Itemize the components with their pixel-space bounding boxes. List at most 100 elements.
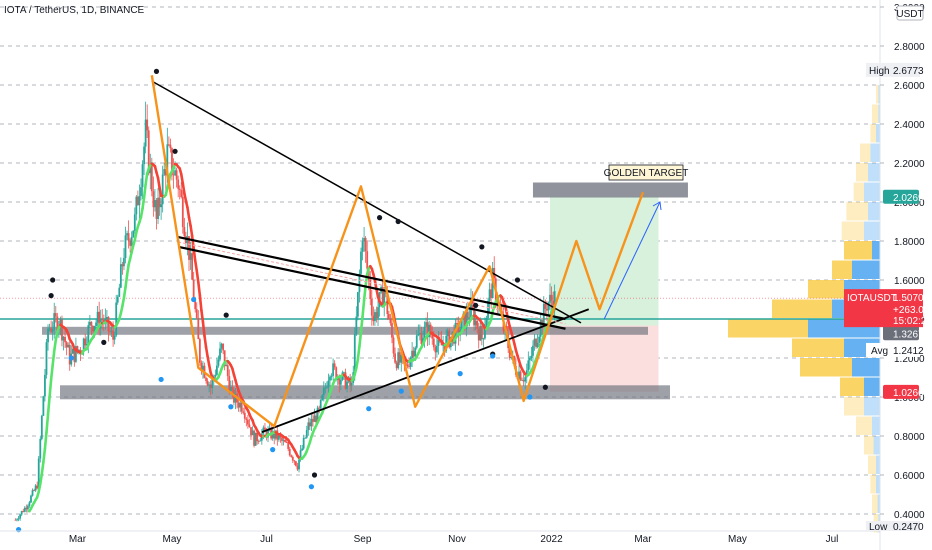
candle-body <box>222 343 224 351</box>
moving-average-segment <box>207 363 213 375</box>
sell-signal-dot <box>172 148 178 154</box>
candle-body <box>53 313 56 330</box>
moving-average-segment <box>203 334 208 349</box>
current-price-value: 1.5070 <box>893 293 924 304</box>
price-grid <box>0 6 880 515</box>
candle-body <box>487 300 489 318</box>
candle-body <box>360 251 362 274</box>
volume-bar-down <box>832 260 852 279</box>
volume-bar-down <box>870 475 876 494</box>
moving-average <box>28 162 556 513</box>
candle-body <box>418 333 421 335</box>
candle-body <box>85 343 88 346</box>
candle-body <box>457 323 460 336</box>
candle-body <box>205 377 207 381</box>
candle-body <box>28 502 31 506</box>
volume-bar-up <box>876 124 880 143</box>
price-axis[interactable]: 3.00002.80002.60002.40002.20002.00001.80… <box>879 0 925 550</box>
moving-average-segment <box>49 363 54 381</box>
moving-average-segment <box>355 357 360 370</box>
volume-bar-down <box>841 221 864 240</box>
candle-body <box>329 376 331 381</box>
candle-body <box>411 350 414 359</box>
candle-body <box>219 348 221 360</box>
candle-body <box>56 316 59 331</box>
volume-bar-up <box>873 436 880 455</box>
candle-body <box>370 298 373 316</box>
candle-body <box>23 507 26 512</box>
candle-body <box>288 448 291 456</box>
volume-bar-up <box>877 494 880 513</box>
currency-label: USDT <box>896 9 923 20</box>
candle-body <box>31 490 34 496</box>
price-tick-label: 1.6000 <box>894 276 925 287</box>
candle-body <box>408 366 410 368</box>
volume-bar-down <box>808 280 844 299</box>
candle-body <box>121 264 124 267</box>
volume-bar-down <box>728 319 808 338</box>
volume-bar-down <box>853 182 864 201</box>
candle-body <box>113 335 116 340</box>
change-percent: +263.05% <box>893 305 932 316</box>
volume-bar-down <box>772 299 832 318</box>
candle-body <box>322 387 325 396</box>
candle-body <box>437 339 440 346</box>
price-tick-label: 0.4000 <box>894 510 925 521</box>
candle-body <box>432 338 435 348</box>
volume-bar-down <box>792 338 844 357</box>
candle-body <box>197 317 200 340</box>
candle-body <box>217 359 220 366</box>
candle-body <box>169 144 172 149</box>
projection-arrow <box>603 201 661 320</box>
candle-body <box>102 319 105 324</box>
candle-body <box>392 337 395 354</box>
candle-body <box>189 253 192 260</box>
candle-body <box>239 402 242 408</box>
candle-body <box>312 418 314 422</box>
moving-average-segment <box>51 349 56 367</box>
candle-body <box>476 320 479 329</box>
moving-average-segment <box>195 269 200 284</box>
candle-body <box>183 226 186 237</box>
buy-signal-dot <box>490 353 496 359</box>
candle-body <box>358 273 361 293</box>
candle-body <box>425 322 427 327</box>
candle-body <box>211 378 214 388</box>
candle-body <box>129 240 132 246</box>
candle-body <box>107 316 110 332</box>
candle-body <box>465 311 468 329</box>
moving-average-segment <box>206 355 211 367</box>
golden-target-label: GOLDEN TARGET <box>604 168 689 179</box>
candle-body <box>175 170 178 180</box>
support-band-lower <box>60 385 670 400</box>
candle-body <box>146 119 149 131</box>
candle-body <box>82 338 85 352</box>
time-tick-label: Nov <box>448 534 466 545</box>
buy-signal-dot <box>68 355 74 361</box>
candle-body <box>282 439 285 441</box>
volume-bar-up <box>864 377 880 396</box>
volume-bar-down <box>860 143 871 162</box>
candle-body <box>248 424 251 428</box>
avg-value: 1.2412 <box>893 346 924 357</box>
candle-body <box>488 289 491 301</box>
candle-body <box>147 130 150 174</box>
candle-body <box>161 174 164 205</box>
buy-signal-dot <box>398 388 404 394</box>
candle-body <box>327 380 330 388</box>
candle-body <box>152 191 155 208</box>
candle-body <box>298 459 300 470</box>
candle-body <box>273 431 276 439</box>
sell-signal-dot <box>50 277 56 283</box>
high-label: High <box>869 66 890 77</box>
candle-body <box>335 367 338 380</box>
candle-body <box>246 419 249 425</box>
moving-average-segment <box>186 206 191 219</box>
moving-average-segment <box>48 378 53 399</box>
candle-body <box>324 387 327 389</box>
candle-body <box>308 422 311 427</box>
candle-body <box>172 174 175 176</box>
time-axis[interactable]: Mar May Jul Sep Nov 2022 Mar May Jul <box>0 530 880 545</box>
currency-button[interactable]: USDT <box>896 5 924 21</box>
